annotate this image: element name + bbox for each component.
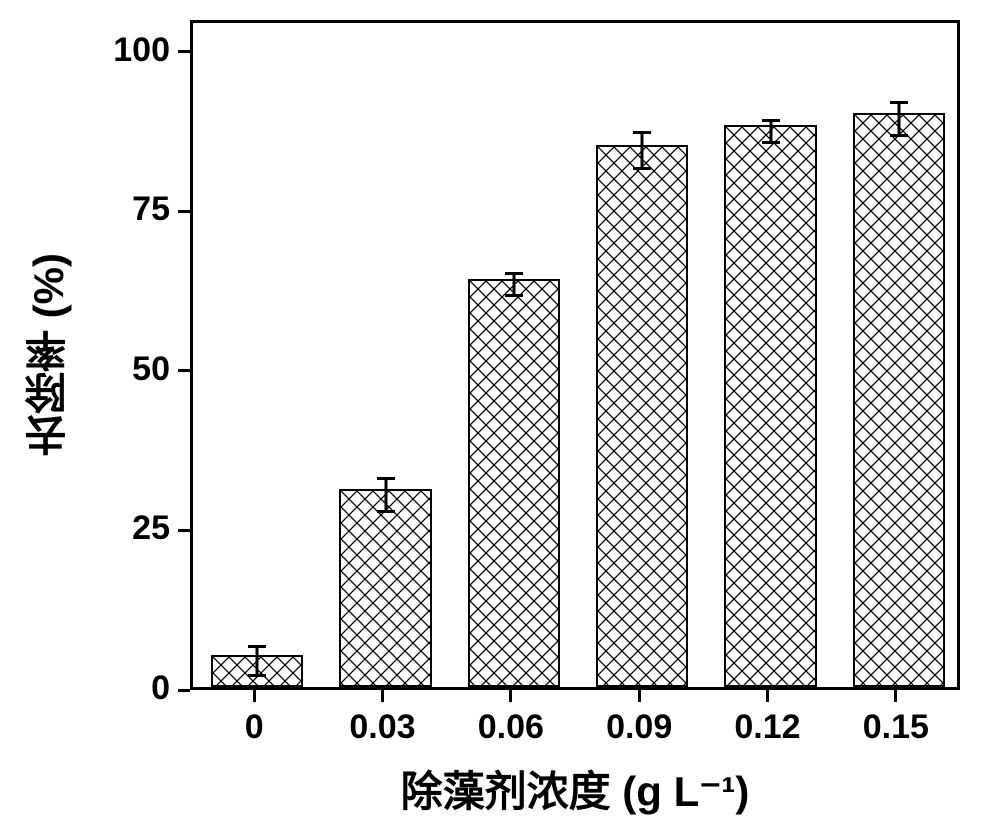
x-tick <box>638 690 641 702</box>
bar <box>853 113 945 687</box>
x-tick-label: 0.12 <box>703 708 831 747</box>
error-bar <box>377 477 395 513</box>
x-tick-label: 0.03 <box>318 708 446 747</box>
y-tick <box>178 529 190 532</box>
error-bar <box>248 645 266 677</box>
y-tick-label: 50 <box>80 350 170 389</box>
x-tick <box>766 690 769 702</box>
error-bar <box>505 272 523 298</box>
y-tick-label: 25 <box>80 509 170 548</box>
x-tick <box>253 690 256 702</box>
x-tick-label: 0 <box>190 708 318 747</box>
x-tick <box>509 690 512 702</box>
y-tick-label: 100 <box>80 31 170 70</box>
bar <box>596 145 688 687</box>
y-tick <box>178 210 190 213</box>
x-tick <box>894 690 897 702</box>
bar <box>468 279 560 687</box>
y-axis-label: 去除率 (%) <box>18 20 79 690</box>
y-tick-label: 0 <box>80 669 170 708</box>
y-tick <box>178 369 190 372</box>
x-tick-label: 0.06 <box>447 708 575 747</box>
y-tick-label: 75 <box>80 190 170 229</box>
error-bar <box>633 131 651 169</box>
error-bar <box>762 119 780 145</box>
bar-chart: 0255075100去除率 (%)00.030.060.090.120.15除藻… <box>0 0 1000 827</box>
x-axis-label: 除藻剂浓度 (g L⁻¹) <box>190 758 960 819</box>
y-tick <box>178 689 190 692</box>
bar <box>339 489 431 687</box>
x-tick-label: 0.15 <box>832 708 960 747</box>
error-bar <box>890 101 908 137</box>
x-tick-label: 0.09 <box>575 708 703 747</box>
bar <box>724 125 816 687</box>
y-tick <box>178 50 190 53</box>
x-tick <box>381 690 384 702</box>
plot-area <box>190 20 960 690</box>
